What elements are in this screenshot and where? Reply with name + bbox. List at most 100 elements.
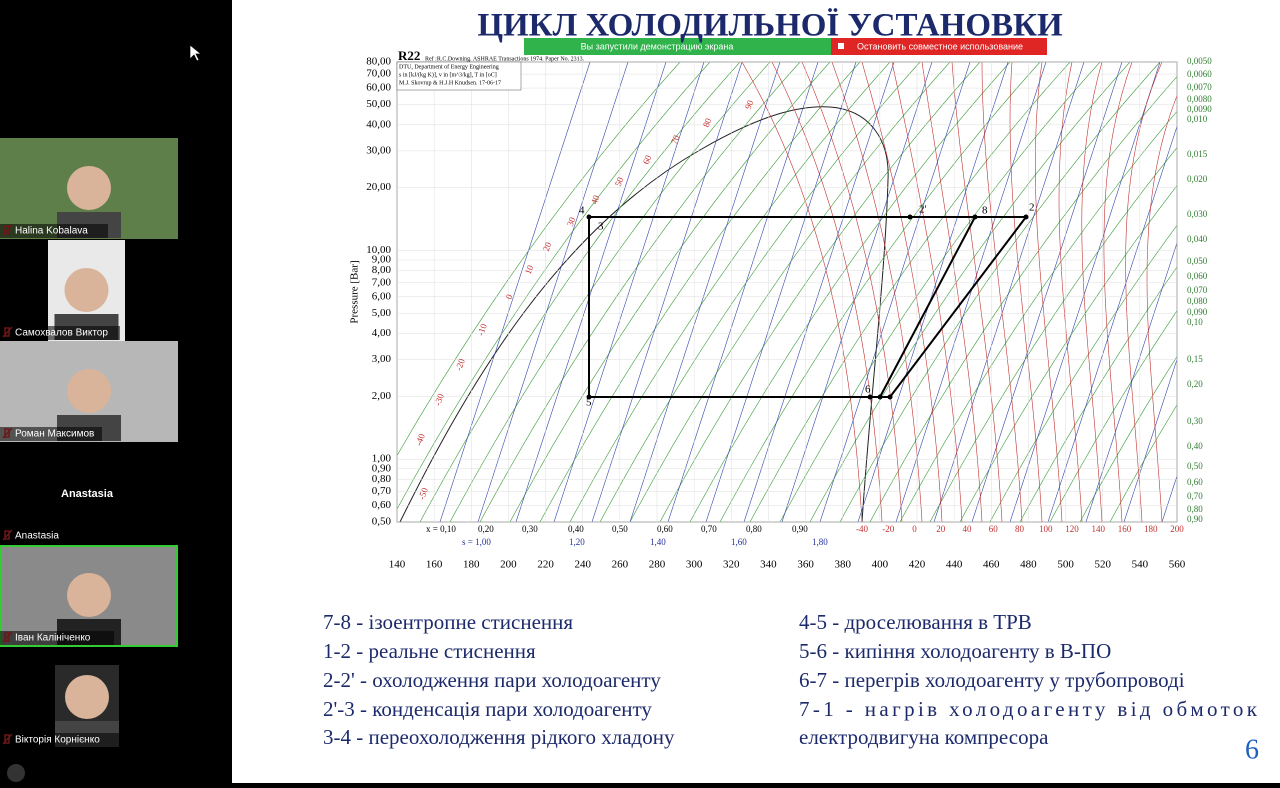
dome-temperature: 10 (523, 263, 536, 275)
participant-name: Вікторія Корнієнко (15, 735, 100, 746)
y-tick-label: 30,00 (366, 144, 391, 156)
entropy-label: s = 1,00 (462, 537, 491, 547)
cycle-point (1023, 214, 1029, 220)
y-tick-label: 0,80 (372, 473, 392, 485)
entropy-label: 1,40 (650, 537, 666, 547)
isentrope (781, 62, 933, 522)
isotherm (771, 62, 883, 522)
x-tick-label: 360 (797, 559, 814, 571)
isochore (539, 62, 861, 522)
point-label: 2' (919, 204, 927, 216)
cycle-line (879, 216, 976, 398)
x-tick-label: 260 (612, 559, 629, 571)
temperature-label: 60 (989, 524, 999, 534)
point-label: 2 (1029, 202, 1035, 214)
temperature-label: 160 (1118, 524, 1132, 534)
isentrope (553, 62, 705, 522)
cycle-point (867, 394, 873, 400)
y-tick-label: 0,90 (372, 462, 392, 474)
isentrope (1047, 125, 1177, 522)
y-tick-label: 3,00 (372, 353, 392, 365)
cycle-point (586, 394, 592, 400)
edit-button[interactable] (7, 764, 25, 782)
refrigerant: R22 (398, 48, 420, 63)
y-tick-label: 5,00 (372, 307, 392, 319)
isotherm (981, 62, 1023, 522)
participant-name: Anastasia (15, 531, 59, 542)
cycle-point (586, 214, 592, 220)
x-tick-label: 340 (760, 559, 777, 571)
cycle-point (887, 394, 893, 400)
isentrope (667, 62, 819, 522)
isochore (397, 62, 681, 457)
y-tick-label: 1,00 (372, 453, 392, 465)
face (64, 268, 109, 312)
name-bg (0, 631, 114, 645)
temperature-label: -40 (856, 524, 868, 534)
y-tick-label: 4,00 (372, 327, 392, 339)
x-tick-label: 520 (1094, 559, 1111, 571)
x-tick-label: 180 (463, 559, 480, 571)
x-tick-label: 280 (649, 559, 666, 571)
temperature-label: 180 (1144, 524, 1158, 534)
isentrope (971, 62, 1123, 522)
isochore (779, 62, 1101, 522)
quality-label: 0,90 (792, 524, 808, 534)
isochore (449, 62, 771, 522)
legend-item: 5-6 - кипіння холодоагенту в В-ПО (799, 639, 1111, 663)
participant-name: Halina Kobalava (15, 226, 88, 237)
y-axis-label: Pressure [Bar] (349, 260, 361, 323)
x-tick-label: 200 (500, 559, 517, 571)
point-label: 6 (865, 384, 871, 396)
volume-label: 0,15 (1187, 354, 1203, 364)
quality-label: x = 0,10 (426, 524, 456, 534)
volume-label: 0,020 (1187, 174, 1208, 184)
cursor (189, 44, 202, 62)
quality-label: 0,30 (522, 524, 538, 534)
avatar-name: Anastasia (61, 488, 114, 500)
isotherm (951, 62, 1003, 522)
dome-temperature: -50 (416, 486, 430, 501)
isotherm (1058, 62, 1083, 522)
volume-label: 0,10 (1187, 317, 1203, 327)
dome-temperature: -30 (432, 392, 446, 407)
x-tick-label: 560 (1169, 559, 1186, 571)
isentrope (515, 62, 667, 522)
legend-item: 1-2 - реальне стиснення (323, 639, 536, 663)
y-tick-label: 0,70 (372, 485, 392, 497)
stop-icon (838, 43, 844, 49)
info-line: DTU, Department of Energy Engineering (399, 63, 499, 70)
stop-share-button[interactable] (831, 38, 1047, 55)
isotherm (741, 62, 863, 522)
point-label: 3 (598, 221, 604, 233)
y-tick-label: 50,00 (366, 98, 391, 110)
isotherm (861, 62, 943, 522)
volume-label: 0,50 (1187, 461, 1203, 471)
volume-label: 0,40 (1187, 441, 1203, 451)
face (67, 573, 111, 617)
isochore (479, 62, 801, 522)
volume-label: 0,015 (1187, 149, 1208, 159)
plot-area (396, 61, 1178, 523)
dome-temperature: -40 (413, 432, 427, 447)
y-tick-label: 2,00 (372, 390, 392, 402)
isentrope (933, 62, 1085, 522)
stop-share-text[interactable]: Остановить совместное использование (857, 41, 1023, 51)
legend-item: електродвигуна компресора (799, 725, 1049, 749)
x-tick-label: 320 (723, 559, 740, 571)
saturation-dome (399, 106, 889, 523)
y-tick-label: 6,00 (372, 290, 392, 302)
cycle-line (889, 216, 1027, 398)
x-tick-label: 440 (946, 559, 963, 571)
temperature-label: 0 (912, 524, 917, 534)
volume-label: 0,050 (1187, 256, 1208, 266)
x-tick-label: 300 (686, 559, 703, 571)
volume-label: 0,0060 (1187, 69, 1212, 79)
temperature-label: 40 (963, 524, 973, 534)
x-tick-label: 500 (1057, 559, 1074, 571)
quality-label: 0,70 (701, 524, 717, 534)
dome-temperature: 0 (504, 292, 515, 300)
name-bg (0, 427, 102, 441)
isentrope (705, 62, 857, 522)
quality-label: 0,80 (746, 524, 762, 534)
